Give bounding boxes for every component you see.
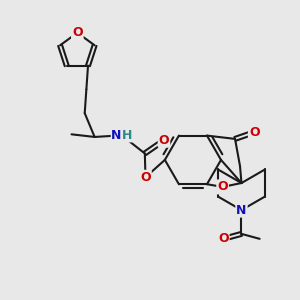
Text: N: N	[111, 129, 122, 142]
Text: N: N	[236, 204, 247, 217]
Text: O: O	[140, 171, 151, 184]
Text: O: O	[159, 134, 169, 147]
Text: O: O	[218, 232, 229, 245]
Text: H: H	[122, 129, 132, 142]
Text: O: O	[217, 180, 228, 194]
Text: O: O	[72, 26, 83, 39]
Text: O: O	[249, 126, 260, 139]
